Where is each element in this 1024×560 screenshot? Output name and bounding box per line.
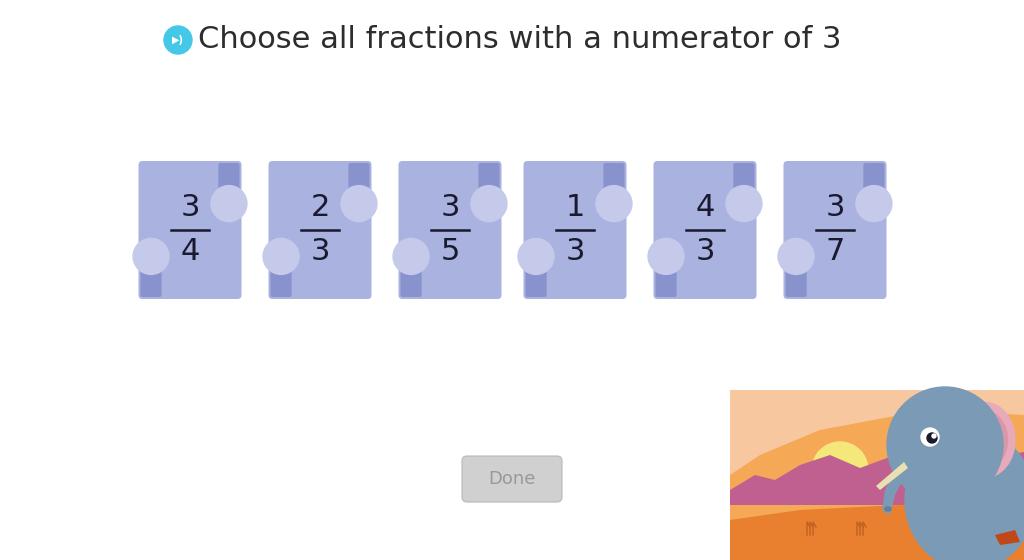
Text: 3: 3: [310, 237, 330, 267]
FancyBboxPatch shape: [398, 161, 502, 299]
Polygon shape: [876, 462, 908, 490]
Ellipse shape: [905, 430, 1024, 560]
FancyBboxPatch shape: [348, 163, 370, 216]
FancyBboxPatch shape: [653, 161, 757, 299]
FancyBboxPatch shape: [783, 161, 887, 299]
Text: Done: Done: [488, 470, 536, 488]
Circle shape: [812, 442, 868, 498]
Polygon shape: [730, 505, 1024, 560]
Circle shape: [471, 185, 507, 222]
FancyBboxPatch shape: [268, 161, 372, 299]
Polygon shape: [995, 530, 1020, 545]
Circle shape: [648, 239, 684, 274]
Polygon shape: [730, 450, 1024, 505]
Circle shape: [164, 26, 193, 54]
Circle shape: [211, 185, 247, 222]
FancyBboxPatch shape: [603, 163, 625, 216]
Text: 5: 5: [440, 237, 460, 267]
FancyBboxPatch shape: [655, 244, 677, 297]
Ellipse shape: [885, 507, 891, 511]
Circle shape: [932, 434, 936, 438]
Polygon shape: [730, 390, 1024, 560]
Circle shape: [778, 239, 814, 274]
Circle shape: [596, 185, 632, 222]
Polygon shape: [882, 458, 918, 515]
Ellipse shape: [955, 403, 1015, 478]
FancyBboxPatch shape: [523, 161, 627, 299]
FancyBboxPatch shape: [138, 161, 242, 299]
Text: 3: 3: [440, 194, 460, 222]
Circle shape: [856, 185, 892, 222]
Circle shape: [921, 428, 939, 446]
Circle shape: [887, 387, 1002, 503]
Text: 3: 3: [825, 194, 845, 222]
Circle shape: [927, 433, 937, 443]
FancyBboxPatch shape: [733, 163, 755, 216]
FancyBboxPatch shape: [525, 244, 547, 297]
FancyBboxPatch shape: [270, 244, 292, 297]
Text: 1: 1: [565, 194, 585, 222]
Text: 7: 7: [825, 237, 845, 267]
Circle shape: [133, 239, 169, 274]
Text: 3: 3: [180, 194, 200, 222]
FancyBboxPatch shape: [785, 244, 807, 297]
FancyBboxPatch shape: [400, 244, 422, 297]
Circle shape: [263, 239, 299, 274]
FancyBboxPatch shape: [462, 456, 562, 502]
FancyBboxPatch shape: [140, 244, 162, 297]
FancyBboxPatch shape: [863, 163, 885, 216]
Text: 3: 3: [695, 237, 715, 267]
Circle shape: [905, 390, 965, 450]
Polygon shape: [730, 412, 1024, 560]
Circle shape: [393, 239, 429, 274]
Text: ▶): ▶): [172, 35, 184, 45]
Text: 4: 4: [695, 194, 715, 222]
Circle shape: [726, 185, 762, 222]
FancyBboxPatch shape: [218, 163, 240, 216]
Text: Choose all fractions with a numerator of 3: Choose all fractions with a numerator of…: [199, 26, 842, 54]
Text: 2: 2: [310, 194, 330, 222]
Ellipse shape: [963, 411, 1008, 469]
Circle shape: [341, 185, 377, 222]
FancyBboxPatch shape: [478, 163, 500, 216]
Circle shape: [518, 239, 554, 274]
Text: 3: 3: [565, 237, 585, 267]
Text: 4: 4: [180, 237, 200, 267]
